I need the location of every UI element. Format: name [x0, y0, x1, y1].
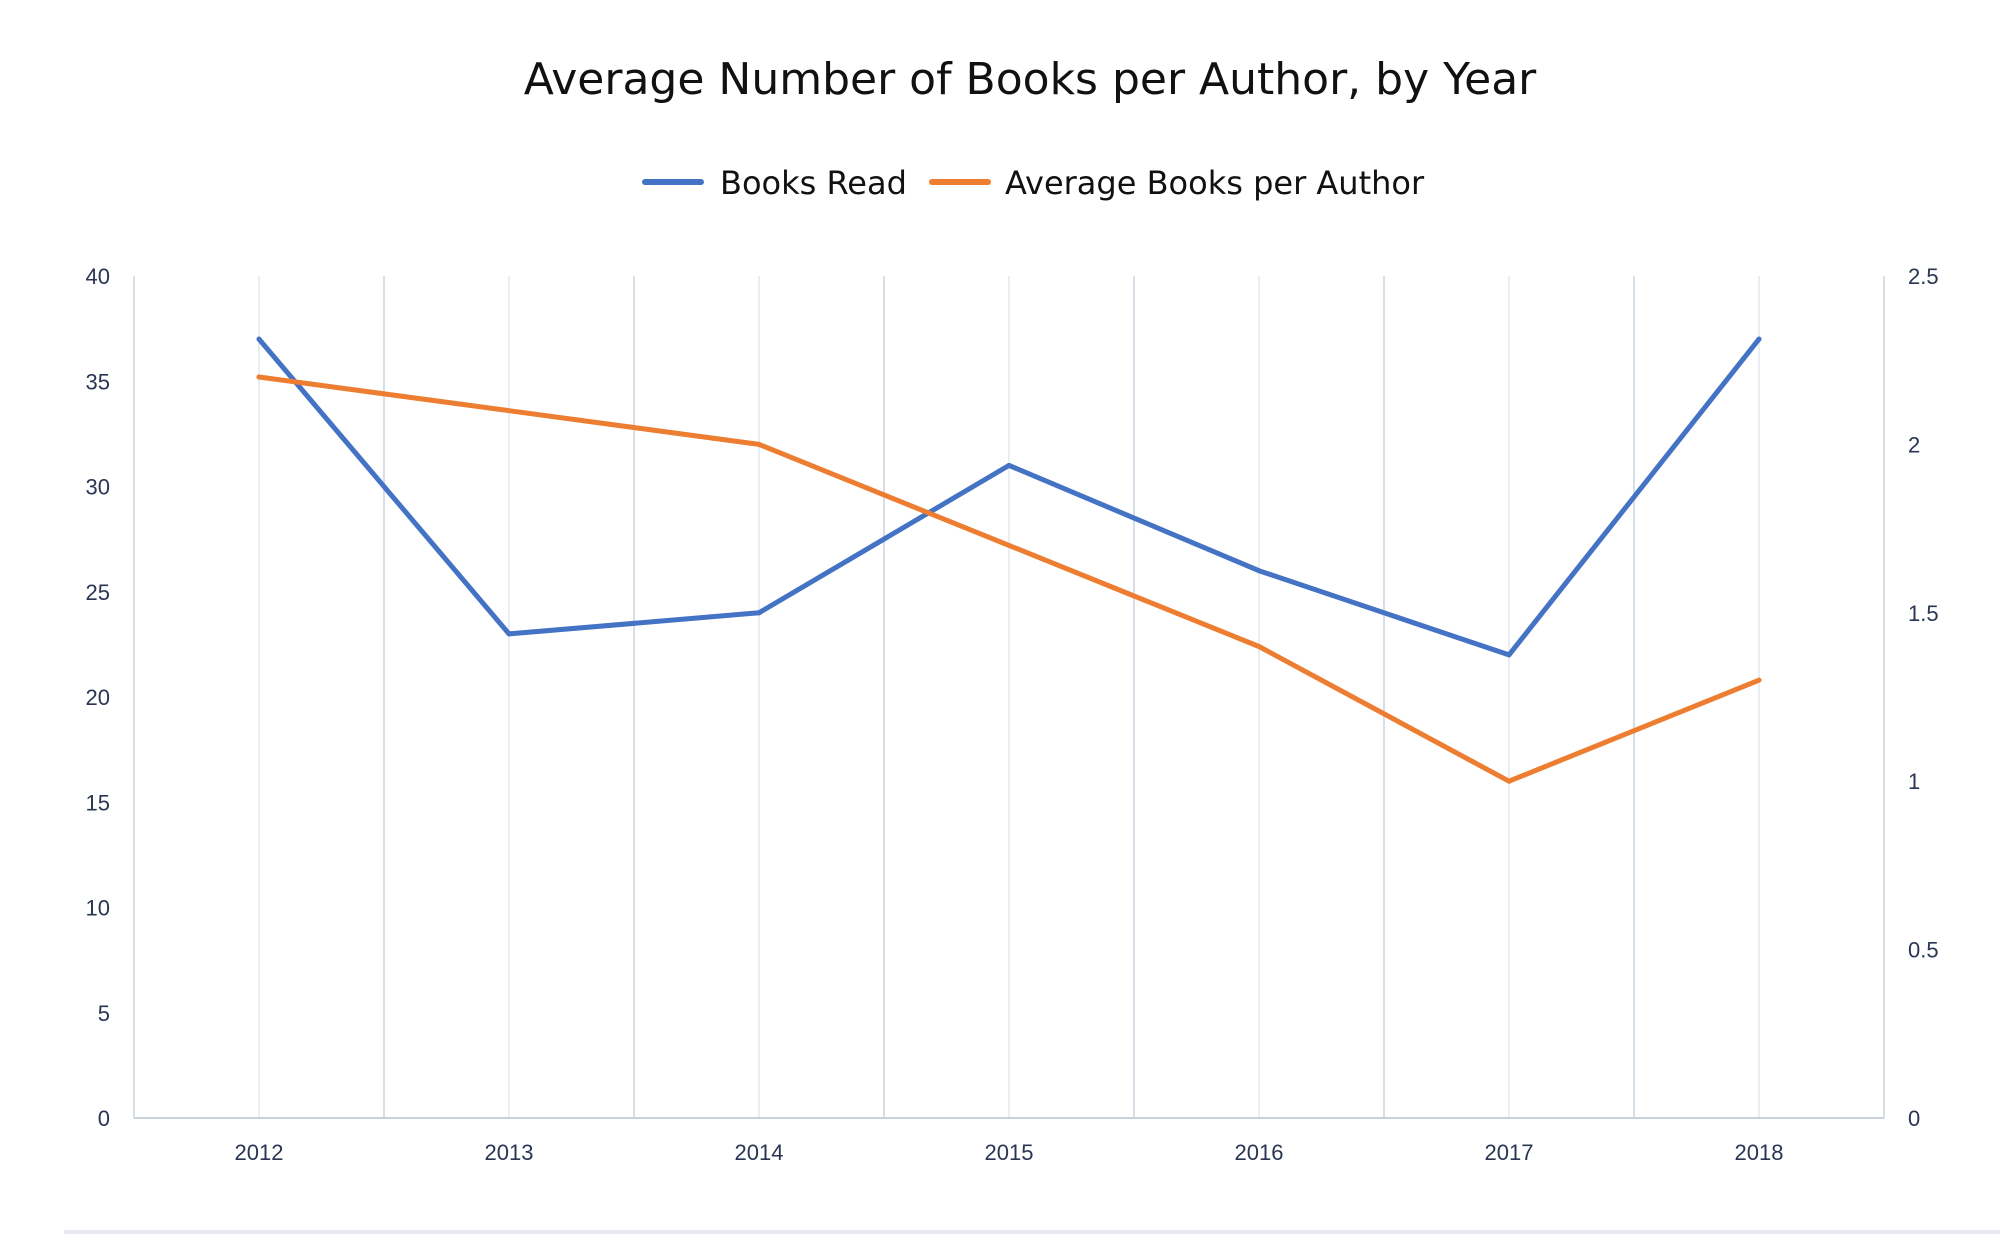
data-point-average-books-per-author	[256, 374, 262, 380]
data-point-books-read	[1256, 568, 1262, 574]
y-left-tick-label: 30	[86, 475, 110, 500]
y-left-tick-label: 15	[86, 790, 110, 815]
legend: Books Read Average Books per Author	[642, 164, 1425, 202]
data-point-average-books-per-author	[756, 441, 762, 447]
x-tick-label: 2016	[1235, 1140, 1284, 1165]
data-point-books-read	[1506, 652, 1512, 658]
x-tick-label: 2018	[1735, 1140, 1784, 1165]
data-point-average-books-per-author	[1256, 643, 1262, 649]
x-axis-ticks: 2012 2013 2014 2015 2016 2017 2018	[235, 1140, 1784, 1165]
gridlines	[133, 276, 1885, 1118]
left-axis-ticks: 0 5 10 15 20 25 30 35 40	[86, 264, 110, 1131]
y-right-tick-label: 0.5	[1908, 938, 1939, 963]
y-right-tick-label: 0	[1908, 1106, 1920, 1131]
data-point-average-books-per-author	[506, 408, 512, 414]
y-left-tick-label: 0	[98, 1106, 110, 1131]
data-point-books-read	[1756, 336, 1762, 342]
bottom-divider	[64, 1230, 2000, 1234]
right-axis-ticks: 0 0.5 1 1.5 2 2.5	[1908, 264, 1939, 1131]
y-left-tick-label: 25	[86, 580, 110, 605]
data-point-books-read	[256, 336, 262, 342]
chart-title: Average Number of Books per Author, by Y…	[524, 54, 1537, 105]
plot-series	[256, 336, 1762, 784]
data-point-books-read	[756, 610, 762, 616]
y-left-tick-label: 10	[86, 896, 110, 921]
legend-label-books-read: Books Read	[720, 164, 907, 202]
y-right-tick-label: 1	[1908, 769, 1920, 794]
data-point-average-books-per-author	[1006, 542, 1012, 548]
data-point-books-read	[1006, 462, 1012, 468]
data-point-average-books-per-author	[1756, 677, 1762, 683]
data-point-books-read	[506, 631, 512, 637]
x-tick-label: 2015	[985, 1140, 1034, 1165]
x-tick-label: 2013	[485, 1140, 534, 1165]
y-right-tick-label: 2.5	[1908, 264, 1939, 289]
y-left-tick-label: 20	[86, 685, 110, 710]
legend-label-average-books-per-author: Average Books per Author	[1005, 164, 1425, 202]
y-right-tick-label: 2	[1908, 432, 1920, 457]
x-tick-label: 2012	[235, 1140, 284, 1165]
x-tick-label: 2017	[1485, 1140, 1534, 1165]
y-left-tick-label: 35	[86, 369, 110, 394]
x-tick-label: 2014	[735, 1140, 784, 1165]
y-left-tick-label: 40	[86, 264, 110, 289]
y-right-tick-label: 1.5	[1908, 601, 1939, 626]
chart-title-group: Average Number of Books per Author, by Y…	[524, 54, 1537, 105]
y-left-tick-label: 5	[98, 1001, 110, 1026]
data-point-average-books-per-author	[1506, 778, 1512, 784]
